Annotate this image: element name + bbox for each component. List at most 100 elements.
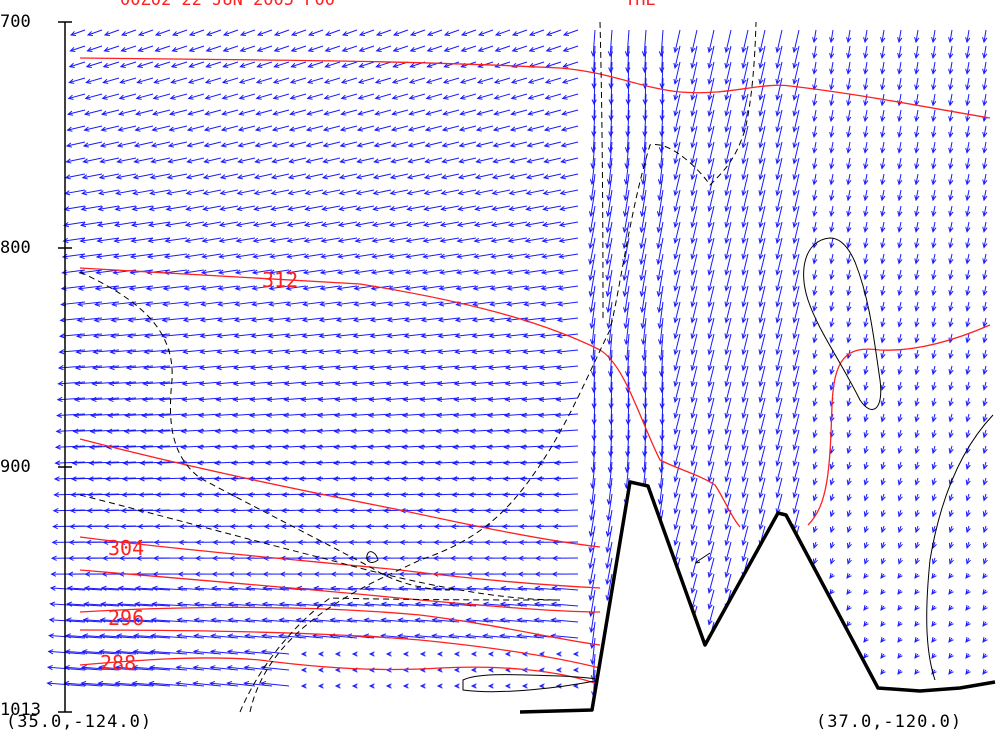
wind-vector-head [261,633,268,639]
wind-vector-head [829,195,835,202]
wind-vector-head [521,380,528,387]
wind-vector-head [458,126,465,132]
wind-vector [541,285,562,290]
wind-vector [253,221,273,226]
wind-vector-head [622,227,628,234]
wind-vector [84,587,120,591]
wind-vector-head [138,476,145,482]
wind-vector-head [914,542,920,549]
wind-vector-head [948,210,954,218]
wind-vector [898,141,902,153]
wind-vector-head [724,253,730,260]
wind-vector [932,125,936,137]
wind-vector [307,77,324,84]
wind-vector [742,381,749,403]
wind-vector [337,285,358,290]
wind-vector-head [103,523,109,530]
wind-vector-head [197,428,204,434]
wind-vector-head [510,110,517,116]
wind-vector-head [95,253,102,260]
wind-vector-head [321,174,328,180]
wind-vector-head [353,269,360,275]
wind-vector [915,413,919,422]
wind-vector-head [157,428,164,434]
wind-vector [474,221,494,226]
wind-vector [674,397,681,418]
wind-vector-head [118,555,125,561]
wind-vector [759,77,766,100]
wind-vector-head [792,126,798,133]
wind-vector-head [158,396,165,403]
wind-vector-head [458,158,465,164]
wind-vector [369,397,392,401]
wind-vector-head [338,190,345,196]
wind-vector-head [931,242,937,249]
wind-vector-head [537,412,544,418]
wind-vector-head [337,221,344,228]
wind-vector-head [268,269,275,275]
wind-vector-head [982,274,988,281]
wind-vector-head [370,301,377,307]
wind-vector-head [334,364,341,371]
wind-vector [776,493,783,514]
wind-vector [166,205,188,210]
wind-vector-head [724,428,730,435]
wind-vector-head [435,412,442,418]
wind-vector [641,285,647,313]
wind-vector [355,221,375,226]
wind-vector [507,285,528,290]
wind-vector [222,77,239,84]
wind-vector-head [863,527,869,534]
wind-vector [542,237,562,242]
wind-vector-head [216,317,223,323]
wind-vector-head [931,84,937,91]
wind-vector [966,237,970,248]
wind-vector [103,61,120,68]
wind-vector [949,237,953,248]
wind-vector-head [724,587,730,594]
wind-vector-head [217,301,224,307]
wind-vector-head [234,285,241,291]
wind-vector-head [331,507,338,514]
wind-vector-head [449,571,456,577]
wind-vector [227,666,256,671]
wind-vector-head [690,349,696,356]
wind-vector [847,269,851,280]
wind-vector-head [659,435,665,442]
wind-vector [81,221,103,226]
wind-vector [70,29,86,36]
wind-vector-head [290,31,298,37]
wind-vector-head [373,142,380,148]
wind-vector [657,253,664,281]
wind-vector [966,285,970,296]
wind-vector [288,189,307,195]
wind-vector [318,381,341,385]
wind-vector-head [639,243,645,250]
wind-vector [149,682,188,687]
wind-vector-head [280,523,287,530]
wind-vector [324,109,341,115]
wind-vector-head [526,142,533,148]
wind-vector [389,253,409,258]
wind-vector-head [148,664,155,671]
wind-vector [932,205,936,216]
wind-vector-head [931,289,937,297]
wind-vector-head [433,539,440,545]
wind-vector [759,365,766,387]
wind-vector-head [829,37,835,44]
wind-vector [95,285,120,290]
wind-vector-head [724,94,730,101]
wind-vector [813,237,817,248]
wind-vector-head [504,380,511,387]
wind-vector [983,413,987,422]
wind-vector-head [303,253,310,259]
wind-vector [674,461,681,482]
wind-vector [125,413,154,417]
wind-vector [776,141,783,164]
wind-vector-head [263,523,270,530]
wind-vector [457,253,477,258]
wind-vector-head [525,206,532,212]
wind-vector-head [351,364,358,371]
wind-vector-head [246,523,253,530]
wind-vector-head [471,349,478,355]
